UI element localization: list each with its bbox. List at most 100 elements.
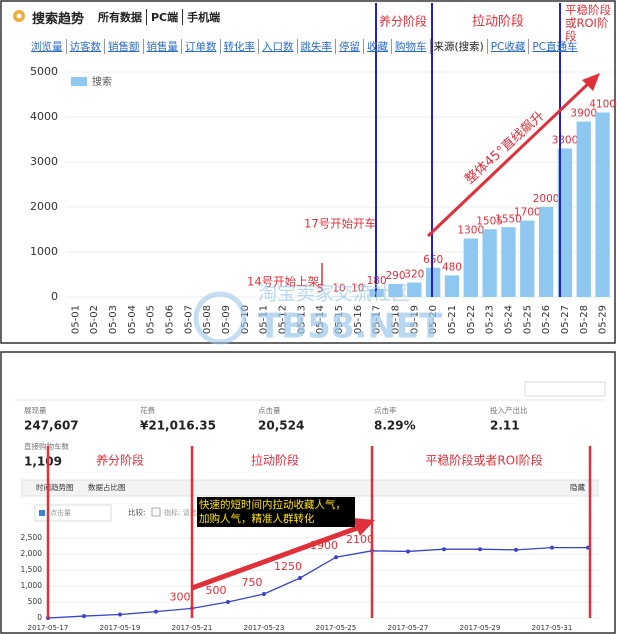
point [262, 592, 266, 596]
tab[interactable]: 访客数 [65, 39, 105, 54]
annotation: 17号开始开车 [304, 217, 376, 231]
x-tick-label: 05-13 [296, 305, 307, 334]
tab[interactable]: 浏览量 [31, 41, 63, 53]
stat-label: 点击量 [258, 405, 281, 415]
bar [538, 207, 554, 297]
data-label: 3300 [552, 135, 579, 147]
toolbar [21, 479, 599, 497]
checkbox[interactable] [151, 507, 161, 517]
point [118, 612, 122, 617]
point [82, 614, 86, 619]
header-links: 所有数据 PC端 手机端 [94, 9, 224, 25]
tab[interactable]: 收藏 [363, 39, 391, 54]
x-tick-label: 05-14 [315, 305, 326, 334]
trend-arrow [426, 80, 592, 238]
tab[interactable]: 销售量 [142, 39, 182, 54]
bar [425, 267, 441, 297]
point [478, 547, 482, 552]
stat-label: 点击率 [374, 405, 397, 415]
date-picker[interactable] [524, 381, 606, 397]
x-tick-label: 2017-05-25 [316, 624, 357, 632]
tab[interactable]: 转化率 [219, 39, 259, 54]
x-tick-label: 05-26 [541, 305, 552, 334]
stat-value: 8.29% [374, 419, 416, 433]
x-tick-label: 05-20 [428, 305, 439, 334]
tab[interactable]: PC收藏 [486, 39, 529, 54]
stat-value: 1,109 [24, 455, 62, 469]
stat-value: 247,607 [24, 419, 79, 433]
data-label: 300 [170, 590, 191, 603]
x-tick-label: 05-24 [503, 305, 514, 334]
header-title: 搜索趋势 [32, 12, 85, 27]
x-tick-label: 2017-05-23 [244, 624, 285, 632]
callout: 快速的短时间内拉动收藏人气，加购人气，精准人群转化 [197, 497, 355, 527]
stat-label: 直接购物车数 [24, 441, 69, 451]
data-label: 1300 [457, 225, 484, 237]
point [514, 547, 518, 552]
tab[interactable]: 来源(搜索) [429, 39, 487, 54]
data-label: 750 [242, 576, 263, 589]
tab[interactable]: 入口数 [258, 39, 297, 54]
bar [407, 282, 422, 297]
header-link[interactable]: 所有数据 [98, 11, 142, 24]
header-link[interactable]: PC端 [146, 9, 182, 25]
y-tick-label: 0 [37, 613, 42, 622]
annotation: 14号开始上架 [247, 275, 319, 289]
metric-label: 指标: 请选 [164, 508, 197, 517]
x-tick-label: 05-15 [334, 305, 345, 334]
x-tick-label: 2017-05-31 [532, 624, 573, 632]
toolbar-tab[interactable]: 数据占比图 [88, 482, 126, 492]
data-label: 650 [423, 254, 443, 266]
tab[interactable]: 销售额 [104, 39, 143, 54]
y-tick-label: 2,000 [21, 549, 43, 558]
header-link[interactable]: 手机端 [182, 9, 224, 25]
y-tick-label: 2000 [30, 200, 58, 213]
tab[interactable]: 跳失率 [296, 39, 336, 54]
y-tick-label: 5000 [30, 65, 58, 78]
line [47, 546, 588, 619]
x-tick-label: 05-17 [372, 305, 383, 334]
stat-label: 展现量 [24, 406, 47, 415]
tab[interactable]: 购物车 [391, 39, 430, 54]
x-tick-label: 05-09 [221, 305, 232, 334]
data-label: 10 [332, 283, 345, 295]
y-tick-label: 1,000 [21, 581, 43, 590]
point [298, 576, 302, 580]
point [442, 547, 446, 552]
x-tick-label: 05-21 [447, 305, 458, 334]
phase-label: 养分阶段 [96, 453, 144, 468]
data-label: 2100 [346, 533, 374, 546]
legend-box [34, 504, 112, 522]
y-tick-label: 1,500 [21, 565, 43, 574]
tab[interactable]: 停留 [335, 39, 363, 54]
x-tick-label: 2017-05-19 [100, 624, 141, 632]
x-tick-label: 05-16 [353, 305, 364, 334]
legend-swatch [71, 77, 87, 86]
bar [557, 148, 573, 297]
data-label: 10 [351, 283, 364, 295]
data-label: 1550 [495, 213, 522, 225]
toolbar-tab[interactable]: 时间趋势图 [36, 482, 74, 492]
data-label: 2000 [533, 193, 560, 205]
phase-label: 拉动阶段 [251, 453, 299, 468]
x-tick-label: 05-11 [259, 305, 270, 334]
legend-label: 点击量 [50, 508, 71, 517]
y-tick-label: 0 [51, 290, 58, 303]
x-tick-label: 2017-05-29 [460, 624, 501, 632]
watermark: 淘宝卖家交流社区 [258, 283, 410, 305]
tab[interactable]: PC直通车 [528, 39, 580, 54]
x-tick-label: 05-23 [485, 305, 496, 334]
bar [444, 275, 460, 297]
stat-value: 2.11 [490, 419, 520, 433]
stat-value: ¥21,016.35 [140, 419, 216, 433]
x-tick-label: 05-07 [183, 305, 194, 334]
x-tick-label: 05-02 [89, 305, 100, 334]
arrowhead [582, 73, 600, 91]
toolbar-hide[interactable]: 隐藏 [570, 482, 585, 492]
bar [501, 227, 516, 297]
x-tick-label: 05-01 [70, 305, 81, 334]
tab[interactable]: 订单数 [181, 39, 220, 54]
x-tick-label: 05-03 [108, 305, 119, 334]
x-tick-label: 05-22 [466, 305, 477, 334]
